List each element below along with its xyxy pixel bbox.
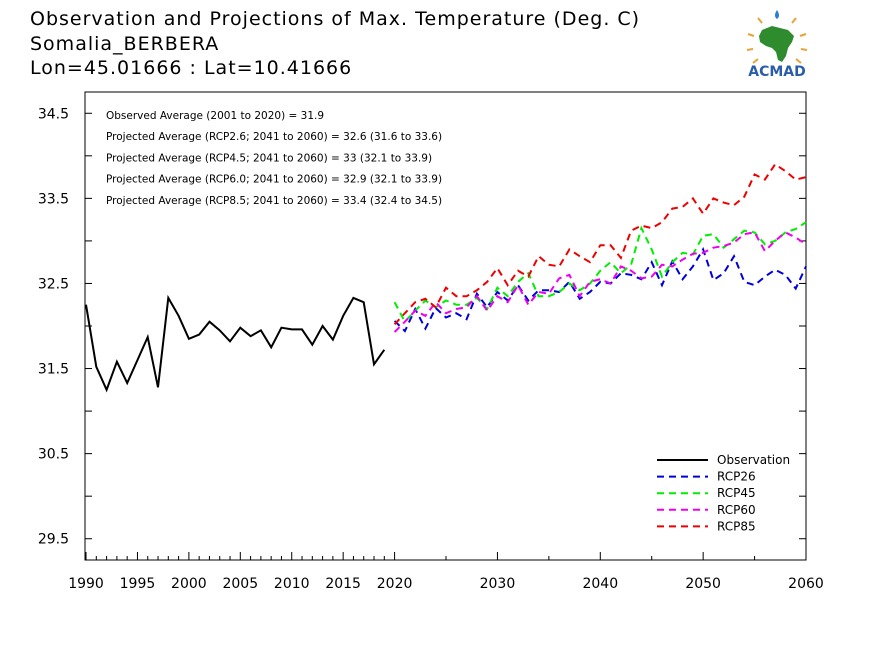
x-tick-label: 2060 bbox=[788, 576, 824, 592]
x-tick-label: 2050 bbox=[685, 576, 721, 592]
x-tick-label: 2010 bbox=[274, 576, 310, 592]
series-line-rcp26 bbox=[393, 247, 807, 333]
y-tick-label: 31.5 bbox=[38, 362, 69, 378]
x-tick-label: 1995 bbox=[120, 576, 156, 592]
legend-label: Observation bbox=[717, 453, 790, 467]
station-coordinates: Lon=45.01666 : Lat=10.41666 bbox=[30, 57, 353, 79]
legend-label: RCP85 bbox=[717, 519, 756, 533]
legend-label: RCP26 bbox=[717, 470, 756, 484]
annotation-block: Observed Average (2001 to 2020) = 31.9 Pr… bbox=[106, 110, 442, 207]
acmad-logo bbox=[746, 10, 808, 64]
x-tick-label: 2015 bbox=[325, 576, 361, 592]
y-tick-label: 30.5 bbox=[38, 447, 69, 463]
legend: Observation RCP26 RCP45 RCP60 RCP85 bbox=[657, 453, 790, 533]
y-tick-label: 32.5 bbox=[38, 276, 69, 292]
legend-label: RCP60 bbox=[717, 503, 756, 517]
y-tick-label: 34.5 bbox=[38, 106, 69, 122]
x-tick-label: 2000 bbox=[171, 576, 207, 592]
x-tick-label: 2020 bbox=[377, 576, 413, 592]
series-line-rcp85 bbox=[393, 162, 807, 325]
x-tick-label: 2040 bbox=[582, 576, 618, 592]
station-name: Somalia_BERBERA bbox=[30, 33, 220, 55]
series-lines bbox=[85, 162, 807, 393]
x-tick-label: 1990 bbox=[68, 576, 104, 592]
legend-label: RCP45 bbox=[717, 486, 756, 500]
acmad-logo-text: ACMAD bbox=[748, 64, 806, 80]
series-line-rcp60 bbox=[393, 231, 807, 333]
x-tick-label: 2005 bbox=[222, 576, 258, 592]
x-axis: 1990 1995 2000 2005 2010 2015 2020 2030 2040 2050… bbox=[68, 552, 824, 592]
annotation-line: Projected Average (RCP4.5; 2041 to 2060)… bbox=[106, 152, 432, 164]
chart-title: Observation and Projections of Max. Temp… bbox=[30, 8, 641, 30]
annotation-line: Projected Average (RCP2.6; 2041 to 2060)… bbox=[106, 131, 442, 143]
series-line-observation bbox=[85, 294, 386, 393]
y-tick-label: 29.5 bbox=[38, 532, 69, 548]
annotation-line: Projected Average (RCP8.5; 2041 to 2060)… bbox=[106, 195, 442, 207]
y-tick-label: 33.5 bbox=[38, 191, 69, 207]
series-line-rcp45 bbox=[393, 221, 807, 324]
y-axis: 29.5 30.5 31.5 32.5 33.5 34.5 bbox=[38, 106, 806, 548]
x-tick-label: 2030 bbox=[480, 576, 516, 592]
annotation-line: Projected Average (RCP6.0; 2041 to 2060)… bbox=[106, 174, 442, 186]
annotation-line: Observed Average (2001 to 2020) = 31.9 bbox=[106, 110, 324, 122]
